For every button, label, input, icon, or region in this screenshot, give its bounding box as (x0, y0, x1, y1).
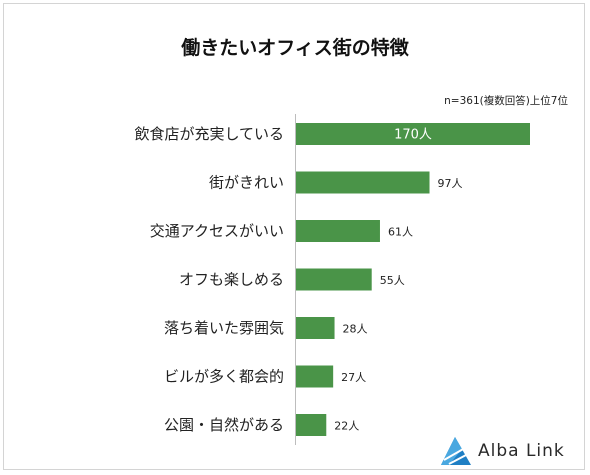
sample-note: n=361(複数回答)上位7位 (444, 95, 568, 107)
chart-frame (3, 3, 585, 470)
category-label: オフも楽しめる (179, 271, 284, 289)
bar (296, 123, 530, 145)
brand-triangle-icon (441, 437, 471, 465)
bar (296, 171, 430, 194)
data-label: 28人 (343, 323, 368, 336)
bar (296, 365, 334, 388)
category-label: 街がきれい (209, 174, 284, 192)
data-label: 55人 (380, 274, 405, 287)
data-label: 22人 (334, 420, 359, 433)
category-label: 飲食店が充実している (134, 125, 284, 143)
category-label: ビルが多く都会的 (164, 368, 284, 386)
data-label: 61人 (388, 226, 413, 239)
chart-title: 働きたいオフィス街の特徴 (181, 37, 409, 59)
data-label: 170人 (394, 128, 432, 143)
brand-logo: Alba Link (440, 436, 570, 466)
brand-name: Alba Link (478, 441, 565, 461)
data-label: 27人 (341, 371, 366, 384)
bar (296, 317, 335, 339)
category-label: 公園・自然がある (164, 416, 284, 434)
data-label: 97人 (438, 177, 463, 190)
category-label: 落ち着いた雰囲気 (164, 319, 284, 337)
bar (296, 414, 327, 436)
category-label: 交通アクセスがいい (150, 222, 284, 240)
bar (296, 268, 372, 291)
bar (296, 220, 380, 242)
